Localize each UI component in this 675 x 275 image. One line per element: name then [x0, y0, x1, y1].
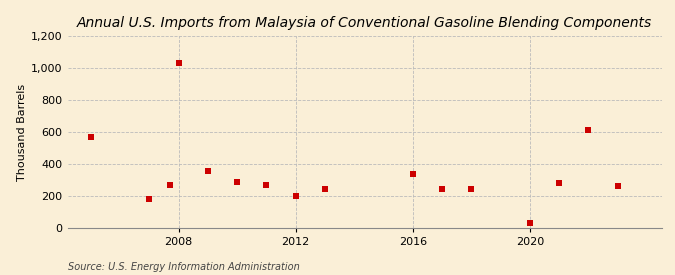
Point	[144, 196, 155, 201]
Point	[319, 187, 330, 191]
Point	[524, 221, 535, 226]
Point	[165, 183, 176, 187]
Point	[437, 187, 448, 191]
Point	[554, 181, 564, 186]
Point	[408, 172, 418, 176]
Point	[173, 61, 184, 65]
Y-axis label: Thousand Barrels: Thousand Barrels	[17, 83, 27, 181]
Point	[261, 183, 272, 187]
Point	[583, 127, 594, 132]
Point	[232, 180, 242, 184]
Point	[86, 134, 97, 139]
Point	[290, 194, 301, 198]
Title: Annual U.S. Imports from Malaysia of Conventional Gasoline Blending Components: Annual U.S. Imports from Malaysia of Con…	[77, 16, 652, 31]
Point	[202, 168, 213, 173]
Point	[612, 183, 623, 188]
Text: Source: U.S. Energy Information Administration: Source: U.S. Energy Information Administ…	[68, 262, 299, 272]
Point	[466, 187, 477, 191]
